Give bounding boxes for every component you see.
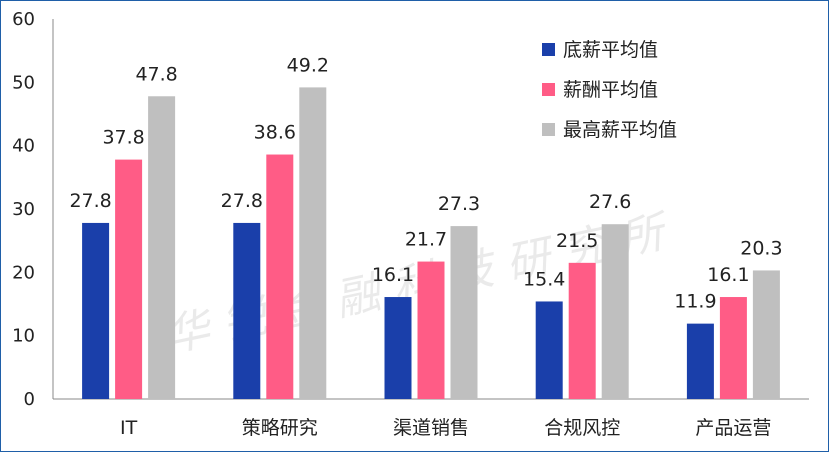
bar <box>266 154 294 399</box>
legend-swatch <box>542 123 555 136</box>
data-label: 21.7 <box>405 229 447 251</box>
data-label: 15.4 <box>523 268 565 290</box>
y-tick-label: 40 <box>12 136 35 157</box>
bar <box>148 96 176 400</box>
category-label: 渠道销售 <box>393 417 469 439</box>
legend-label: 薪酬平均值 <box>563 79 658 101</box>
data-label: 16.1 <box>707 264 749 286</box>
bar <box>417 261 445 399</box>
data-label: 37.8 <box>102 127 144 149</box>
y-tick-label: 50 <box>12 72 35 93</box>
category-label: 合规风控 <box>544 417 620 439</box>
bar <box>535 301 563 399</box>
y-tick-label: 10 <box>12 326 35 347</box>
data-label: 16.1 <box>372 264 414 286</box>
legend-label: 底薪平均值 <box>563 39 658 61</box>
data-label: 21.5 <box>556 230 598 252</box>
legend-label: 最高薪平均值 <box>563 119 677 141</box>
category-label: IT <box>120 417 138 439</box>
category-labels: IT 策略研究 渠道销售 合规风控 产品运营 <box>120 417 771 439</box>
y-axis-ticks: 0 10 20 30 40 50 60 <box>12 9 35 410</box>
data-label: 20.3 <box>740 237 782 259</box>
data-label: 27.8 <box>69 190 111 212</box>
data-label: 27.6 <box>589 191 631 213</box>
legend-swatch <box>542 83 555 96</box>
y-tick-label: 20 <box>12 262 35 283</box>
data-label: 47.8 <box>135 63 177 85</box>
bar <box>299 87 327 400</box>
bar <box>601 224 629 399</box>
data-label: 49.2 <box>287 54 329 76</box>
data-labels: 27.8 37.8 47.8 27.8 38.6 49.2 16.1 21.7 27.3 15.4… <box>69 54 782 312</box>
bar <box>568 262 596 399</box>
bar-series <box>82 87 780 400</box>
y-tick-label: 0 <box>24 389 35 410</box>
bar <box>82 222 110 399</box>
bar <box>752 270 780 399</box>
data-label: 38.6 <box>254 122 296 144</box>
category-label: 产品运营 <box>695 417 771 439</box>
category-label: 策略研究 <box>242 417 318 439</box>
y-tick-label: 30 <box>12 199 35 220</box>
y-tick-label: 60 <box>12 9 35 30</box>
legend-swatch <box>542 43 555 56</box>
data-label: 11.9 <box>674 291 716 313</box>
bar <box>115 159 143 399</box>
bar <box>686 323 714 399</box>
data-label: 27.3 <box>438 193 480 215</box>
bar <box>233 222 261 399</box>
data-label: 27.8 <box>221 190 263 212</box>
bar <box>384 297 412 399</box>
bar <box>719 297 747 399</box>
bar <box>450 226 478 399</box>
